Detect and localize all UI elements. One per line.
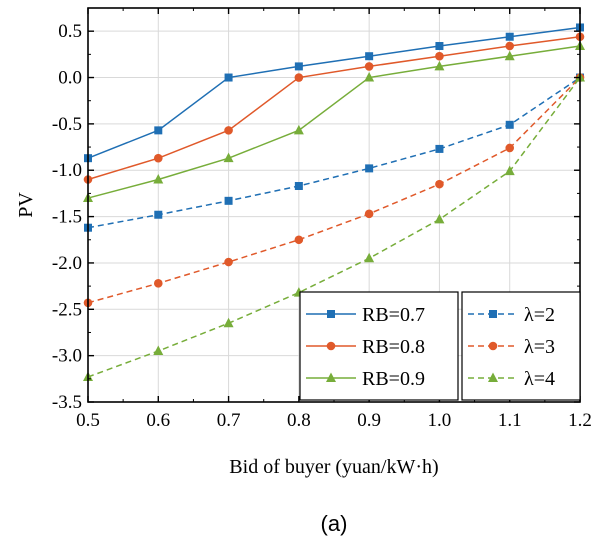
series-5 [83,72,585,381]
x-tick-label-0.6: 0.6 [146,410,170,431]
x-tick-label-1.0: 1.0 [428,410,452,431]
data-point [153,345,164,356]
y-tick-label--3.5: -3.5 [52,392,82,413]
y-tick-label--1.5: -1.5 [52,207,82,228]
y-tick-label--1.0: -1.0 [52,160,82,181]
data-point [365,164,374,173]
data-point [153,279,163,288]
data-point [505,32,514,41]
legend-marker-5 [488,372,498,382]
legend-label-1: RB=0.8 [362,336,425,358]
data-point [223,152,234,163]
series-layer [83,23,585,381]
series-line-1 [87,35,581,181]
y-axis-title: PV [15,192,37,218]
data-point [505,143,515,153]
series-line-2 [87,45,581,199]
legend-label-4: λ=3 [524,336,555,358]
data-point [365,52,374,61]
data-point [505,41,515,51]
legend-marker-4 [488,341,498,351]
legend-marker-3 [489,310,497,318]
y-tick-label-0.5: 0.5 [58,21,82,42]
data-point [224,257,233,267]
data-point [504,165,515,176]
figure-caption: (a) [321,511,348,536]
series-line-4 [87,76,581,304]
data-point [294,73,304,82]
data-point [223,317,234,328]
data-point [434,213,445,224]
data-point [364,209,374,219]
data-point [153,153,163,163]
legend-marker-0 [327,310,335,318]
data-point [224,126,233,135]
legend-marker-2 [326,372,336,382]
legend-label-5: λ=4 [524,368,555,390]
y-tick-label--2.5: -2.5 [52,299,82,320]
axis-ticks: 0.5 0.6 0.7 0.8 0.9 1.0 1.1 1.2 0.5 0.0 -0.5 -1.0 -1… [52,7,592,431]
series-2 [83,40,585,203]
data-point [293,124,304,135]
data-point [435,51,444,61]
legend-label-3: λ=2 [524,304,555,326]
legend-label-0: RB=0.7 [362,304,425,326]
x-tick-label-0.8: 0.8 [287,410,311,431]
data-point [153,174,164,184]
series-line-0 [87,26,581,159]
y-tick-label--2.0: -2.0 [52,253,82,274]
x-axis-title: Bid of buyer (yuan/kW·h) [229,456,438,478]
y-tick-label--0.5: -0.5 [52,114,82,135]
data-point [435,179,444,189]
y-tick-label-0.0: 0.0 [58,68,82,89]
x-tick-label-0.5: 0.5 [76,410,100,431]
x-tick-label-1.1: 1.1 [498,410,522,431]
data-point [154,210,163,219]
data-point [294,62,303,71]
legend-label-2: RB=0.9 [362,368,425,390]
data-point [504,50,515,61]
x-tick-label-0.9: 0.9 [357,410,381,431]
data-point [224,196,233,205]
data-point [294,235,304,245]
data-point [294,181,303,190]
data-point [224,73,233,82]
data-point [364,252,375,263]
data-point [364,62,374,71]
data-point [154,126,163,135]
legend-marker-1 [326,341,336,351]
data-point [364,72,375,82]
data-point [435,42,444,51]
data-point [434,60,445,71]
x-tick-label-0.7: 0.7 [217,410,241,431]
legend: RB=0.7 RB=0.8 RB=0.9 λ=2 λ=3 λ=4 [299,291,581,401]
series-line-3 [87,76,581,229]
series-4 [83,73,585,308]
data-point [505,120,514,129]
x-tick-label-1.2: 1.2 [568,410,592,431]
data-point [435,144,444,153]
y-tick-label--3.0: -3.0 [52,346,82,367]
series-3 [84,73,584,232]
